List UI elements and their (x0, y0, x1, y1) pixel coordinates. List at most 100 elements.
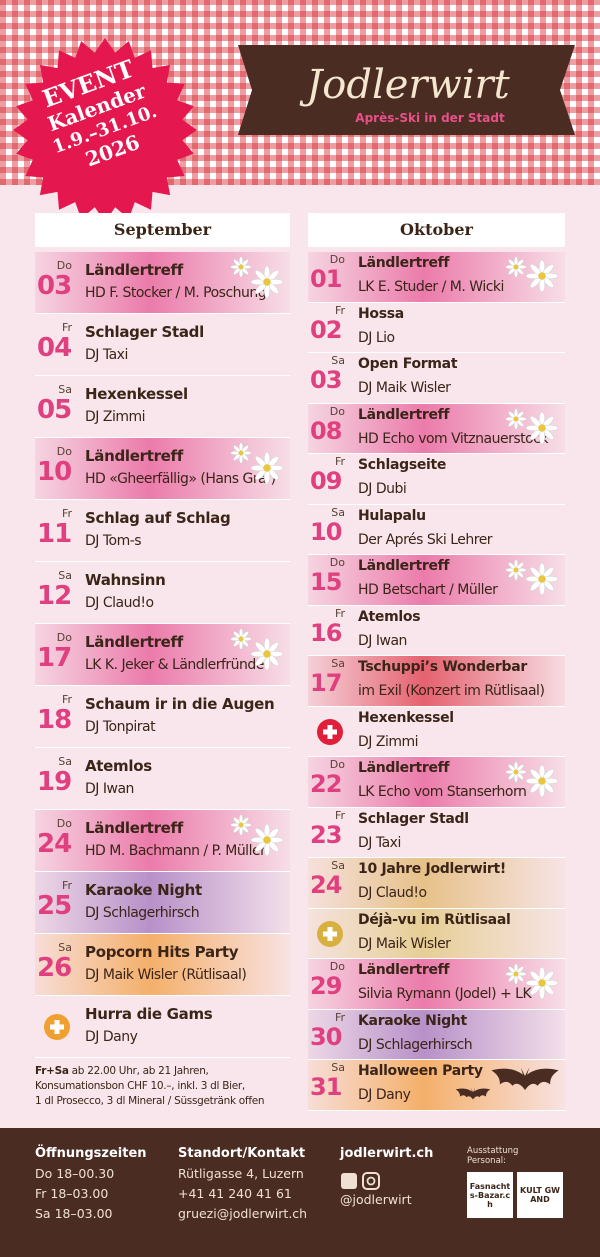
facebook-icon (341, 1173, 357, 1189)
event-row: Sa 31 Halloween Party DJ Dany (308, 1060, 565, 1111)
flower-center (263, 836, 271, 844)
day-number: 26 (37, 953, 72, 983)
flower-center (263, 650, 271, 658)
day-number: 03 (310, 366, 342, 395)
weekday: Do (329, 556, 345, 570)
day-number: 24 (37, 829, 72, 859)
event-subtitle: DJ Maik Wisler (358, 380, 451, 397)
event-row: Sa 10 Hulapalu Der Aprés Ski Lehrer (308, 505, 565, 555)
footer-line: Do 18–00.30 (35, 1166, 115, 1181)
event-row: Fr 04 Schlager Stadl DJ Taxi (35, 314, 290, 376)
event-row: Hexenkessel DJ Zimmi (308, 707, 565, 757)
sponsor-logo: KULT GWAND (517, 1172, 563, 1218)
social-icons (341, 1172, 380, 1190)
event-title: Ländlertreff (358, 255, 450, 272)
day-number: 12 (37, 581, 72, 611)
weekday: Fr (61, 879, 72, 892)
edelweiss (250, 637, 284, 671)
event-row: Do 17 Ländlertreff LK K. Jeker & Ländlerfrü… (35, 624, 290, 686)
tagline: Après-Ski in der Stadt (355, 111, 505, 125)
edelweiss (505, 963, 527, 985)
event-subtitle: Silvia Rymann (Jodel) + LK (358, 986, 532, 1003)
event-title: Schaum ir in die Augen (85, 695, 275, 713)
event-title: Ländlertreff (358, 962, 450, 979)
instagram-lens (366, 1176, 376, 1186)
flower-center (513, 769, 519, 775)
flower-center (538, 272, 546, 281)
event-subtitle: Der Aprés Ski Lehrer (358, 531, 493, 548)
event-title: Atemlos (358, 608, 421, 625)
event-title: Halloween Party (358, 1063, 483, 1080)
event-row: Do 29 Ländlertreff Silvia Rymann (Jodel) + … (308, 959, 565, 1010)
weekday: Sa (58, 383, 72, 396)
day-number: 18 (37, 705, 72, 735)
icon-cross (323, 724, 337, 739)
event-title: Hexenkessel (358, 709, 454, 726)
footer-title: Öffnungszeiten (35, 1146, 147, 1161)
day-number: 17 (310, 669, 342, 698)
note-line: 1 dl Prosecco, 3 dl Mineral / Süssgeträn… (35, 1095, 265, 1107)
event-row: Sa 19 Atemlos DJ Iwan (35, 748, 290, 810)
day-number: 02 (310, 315, 342, 344)
flower-center (513, 264, 519, 270)
event-subtitle: DJ Taxi (358, 834, 401, 851)
month-header: September (35, 213, 290, 247)
event-row: Fr 30 Karaoke Night DJ Schlagerhirsch (308, 1009, 565, 1060)
web-handle: @jodlerwirt (340, 1192, 412, 1207)
event-subtitle: LK E. Studer / M. Wicki (358, 279, 504, 296)
weekday: Do (56, 445, 72, 458)
edelweiss (505, 256, 527, 278)
event-row: Sa 05 Hexenkessel DJ Zimmi (35, 376, 290, 438)
flower-center (538, 423, 546, 432)
flower-center (238, 264, 244, 270)
event-title: Hossa (358, 305, 404, 322)
event-title: Ländlertreff (85, 633, 184, 651)
event-subtitle: DJ Taxi (85, 347, 128, 363)
event-row: Do 22 Ländlertreff LK Echo vom Stanserhorn (308, 757, 565, 808)
event-title: Atemlos (85, 757, 152, 775)
event-subtitle: DJ Schlagerhirsch (358, 1036, 473, 1053)
weekday: Sa (331, 859, 345, 873)
bat (455, 1088, 491, 1100)
edelweiss (525, 411, 559, 445)
sponsor-logo: Fasnachts-Bazar.ch (467, 1172, 513, 1218)
weekday: Do (56, 631, 72, 644)
weekday: Sa (58, 941, 72, 954)
badge-star (13, 38, 197, 222)
day-number: 22 (310, 770, 342, 799)
note-lead: Fr+Sa (35, 1065, 69, 1077)
day-number: 16 (310, 618, 342, 647)
flower-center (263, 278, 271, 286)
weekday: Sa (58, 755, 72, 768)
footer-line: +41 41 240 41 61 (178, 1186, 292, 1201)
weekday: Fr (334, 303, 345, 317)
event-title: Karaoke Night (85, 881, 202, 899)
edelweiss (525, 259, 559, 293)
event-subtitle: DJ Claud!o (358, 885, 427, 902)
footer-title: Standort/Kontakt (178, 1146, 306, 1161)
edelweiss (525, 966, 559, 1000)
edelweiss (525, 562, 559, 596)
flower-center (538, 777, 546, 786)
note-line: Konsumationsbon CHF 10.–, inkl. 3 dl Bie… (35, 1080, 245, 1092)
event-subtitle: HD M. Bachmann / P. Müller (85, 843, 266, 859)
edelweiss (230, 628, 252, 650)
bat (491, 1067, 559, 1090)
event-subtitle: HD F. Stocker / M. Poschung (85, 285, 267, 301)
event-subtitle: DJ Tom-s (85, 533, 142, 549)
plus-icon (317, 718, 343, 745)
day-number: 10 (37, 457, 72, 487)
day-number: 29 (310, 972, 342, 1001)
edelweiss (230, 814, 252, 836)
day-number: 11 (37, 519, 72, 549)
day-number: 23 (310, 820, 342, 849)
day-number: 01 (310, 265, 342, 294)
weekday: Do (329, 758, 345, 772)
footer-line: Rütligasse 4, Luzern (178, 1166, 304, 1181)
edelweiss (250, 265, 284, 299)
logo-banner: Jodlerwirt Après-Ski in der Stadt (238, 45, 575, 135)
edelweiss (505, 559, 527, 581)
event-row: Fr 18 Schaum ir in die Augen DJ Tonpirat (35, 686, 290, 748)
instagram-icon (362, 1172, 380, 1190)
